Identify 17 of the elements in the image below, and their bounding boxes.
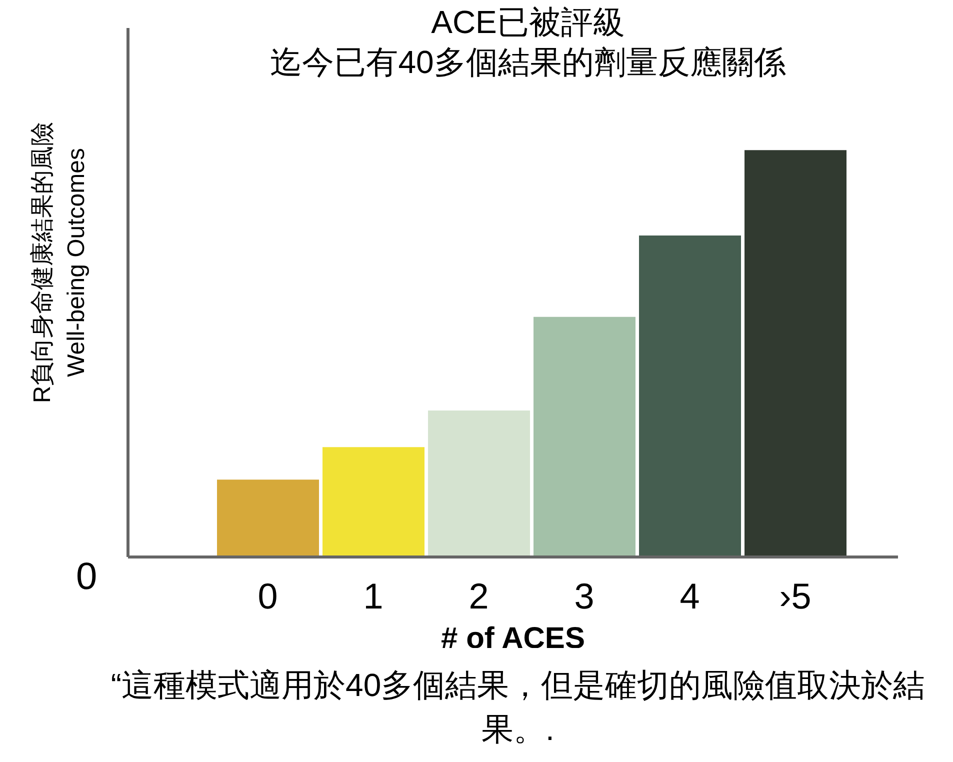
bar (322, 447, 424, 557)
x-axis-title: # of ACES (441, 622, 585, 655)
x-tick-label: 3 (574, 576, 594, 617)
x-tick-label: 0 (258, 576, 278, 617)
text: “這種模式適用於40多個結果，但是確切的風險值取決於結果。. (110, 666, 926, 749)
bar (534, 316, 636, 557)
x-tick-label: ›5 (779, 576, 812, 617)
chart-title: ACE已被評級 (430, 3, 626, 42)
bar (639, 236, 741, 557)
bar (217, 480, 319, 557)
bar (744, 150, 846, 557)
x-tick-label: 4 (680, 576, 700, 617)
chart-subtitle: 迄今已有40多個結果的劑量反應關係 (269, 43, 787, 82)
x-tick-label: 2 (468, 576, 489, 617)
bar (428, 410, 530, 557)
y-axis-title: R負向身命健康結果的風險 Well-being Outcomes (29, 122, 90, 404)
x-tick-label: 1 (363, 576, 384, 617)
